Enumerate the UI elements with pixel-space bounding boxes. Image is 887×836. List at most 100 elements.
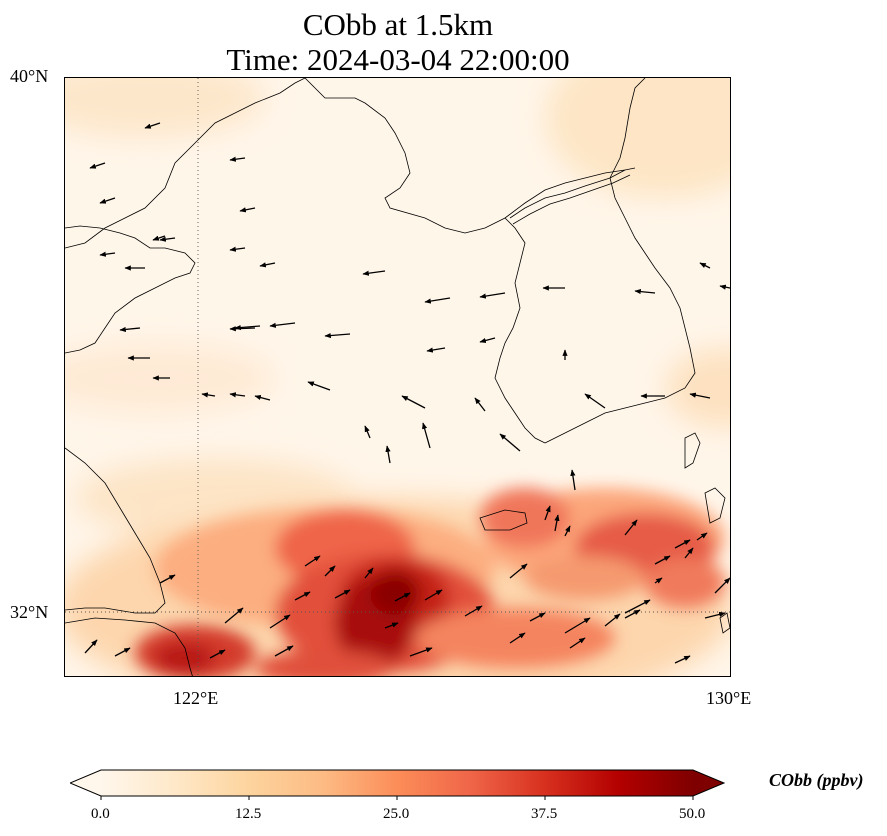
wind-arrow bbox=[424, 297, 451, 304]
gridlines bbox=[65, 78, 730, 676]
colorbar-title: CObb (ppbv) bbox=[769, 770, 864, 790]
wind-arrow bbox=[564, 525, 571, 537]
wind-arrow bbox=[209, 649, 226, 659]
wind-arrow bbox=[544, 505, 551, 521]
wind-arrow bbox=[479, 337, 496, 344]
wind-arrow bbox=[114, 647, 131, 657]
wind-arrow bbox=[529, 612, 546, 622]
colorbar-body bbox=[101, 770, 693, 796]
wind-arrow bbox=[394, 592, 411, 602]
wind-arrow bbox=[334, 589, 351, 599]
wind-arrow bbox=[364, 425, 371, 439]
wind-arrow bbox=[201, 392, 216, 398]
wind-arrow bbox=[584, 393, 606, 409]
wind-arrow bbox=[229, 246, 246, 252]
coast-shandong bbox=[65, 225, 196, 354]
wind-arrow bbox=[554, 514, 560, 532]
wind-vectors bbox=[84, 122, 730, 664]
map-title-line2: Time: 2024-03-04 22:00:00 bbox=[226, 42, 570, 77]
wind-arrow bbox=[99, 197, 116, 204]
wind-arrow bbox=[159, 574, 176, 584]
wind-arrow bbox=[509, 632, 526, 644]
wind-arrow bbox=[89, 162, 106, 169]
wind-arrow bbox=[362, 270, 386, 276]
wind-arrow bbox=[604, 613, 621, 627]
wind-arrow bbox=[385, 445, 391, 464]
colorbar-ticks bbox=[100, 796, 694, 800]
wind-arrow bbox=[384, 622, 399, 629]
wind-arrow bbox=[426, 347, 446, 353]
wind-arrow bbox=[704, 611, 726, 619]
wind-arrow bbox=[274, 645, 294, 657]
wind-arrow bbox=[84, 639, 98, 654]
wind-arrow bbox=[696, 532, 708, 541]
wind-arrow bbox=[624, 609, 641, 619]
wind-arrow bbox=[269, 322, 296, 328]
wind-arrow bbox=[570, 469, 576, 491]
coast-border-nk bbox=[509, 169, 626, 219]
jeju-island bbox=[479, 509, 528, 531]
lat-label-32n: 32°N bbox=[10, 602, 49, 622]
lat-label-40n: 40°N bbox=[10, 66, 49, 86]
wind-arrow bbox=[719, 284, 730, 290]
wind-arrow bbox=[674, 539, 691, 549]
coast-bohai-north bbox=[65, 78, 306, 249]
wind-arrow bbox=[424, 589, 443, 601]
wind-arrow bbox=[229, 156, 246, 162]
wind-arrow bbox=[479, 292, 506, 299]
coast-liaodong bbox=[304, 78, 636, 234]
wind-arrow bbox=[144, 122, 161, 129]
wind-arrow bbox=[422, 422, 431, 449]
wind-arrow bbox=[654, 555, 671, 565]
lon-label-130e: 130°E bbox=[706, 688, 752, 708]
wind-arrow bbox=[324, 565, 336, 577]
wind-arrow bbox=[654, 577, 663, 584]
wind-arrow bbox=[564, 617, 591, 634]
coast-japan-small bbox=[684, 432, 701, 469]
wind-arrow bbox=[99, 251, 116, 257]
map-canvas bbox=[65, 78, 730, 676]
wind-arrow bbox=[401, 395, 426, 409]
wind-arrow bbox=[229, 392, 246, 398]
wind-arrow bbox=[159, 236, 176, 242]
wind-arrow bbox=[464, 605, 483, 617]
wind-arrow bbox=[674, 655, 691, 664]
wind-arrow bbox=[509, 563, 528, 579]
wind-arrow bbox=[409, 647, 433, 657]
wind-arrow bbox=[294, 591, 311, 601]
colorbar-tick-12-5: 12.5 bbox=[235, 806, 262, 822]
colorbar-tick-50: 50.0 bbox=[679, 806, 706, 822]
wind-arrow bbox=[239, 207, 256, 213]
wind-arrow bbox=[699, 262, 711, 269]
wind-arrow bbox=[307, 381, 331, 391]
wind-arrow bbox=[269, 614, 291, 629]
colorbar bbox=[70, 769, 725, 800]
colorbar-tick-25: 25.0 bbox=[383, 806, 410, 822]
wind-arrow bbox=[229, 326, 256, 332]
wind-arrow bbox=[634, 288, 656, 295]
wind-arrow bbox=[569, 637, 586, 649]
wind-arrow bbox=[624, 519, 638, 536]
coast-korea-south bbox=[544, 78, 696, 444]
map-panel bbox=[64, 77, 731, 677]
coast-korea-west bbox=[494, 217, 546, 444]
wind-arrow bbox=[624, 599, 651, 614]
coast-yangtze bbox=[65, 617, 193, 676]
colorbar-tick-0: 0.0 bbox=[91, 806, 110, 822]
coast-border-nk2 bbox=[512, 174, 631, 225]
coastlines bbox=[65, 78, 730, 676]
wind-arrow bbox=[254, 394, 271, 401]
concentration-field bbox=[65, 78, 730, 676]
colorbar-extend-high bbox=[693, 770, 724, 796]
wind-arrow bbox=[499, 433, 521, 452]
wind-arrow bbox=[364, 567, 374, 579]
wind-arrow bbox=[234, 324, 261, 331]
coast-tsushima bbox=[704, 487, 726, 524]
wind-arrow bbox=[259, 262, 276, 268]
colorbar-extend-low bbox=[70, 770, 101, 796]
lon-label-122e: 122°E bbox=[173, 688, 219, 708]
map-title-line1: CObb at 1.5km bbox=[302, 7, 494, 42]
wind-arrow bbox=[714, 577, 730, 594]
plume-blobs bbox=[135, 488, 725, 676]
wind-arrow bbox=[684, 547, 694, 559]
